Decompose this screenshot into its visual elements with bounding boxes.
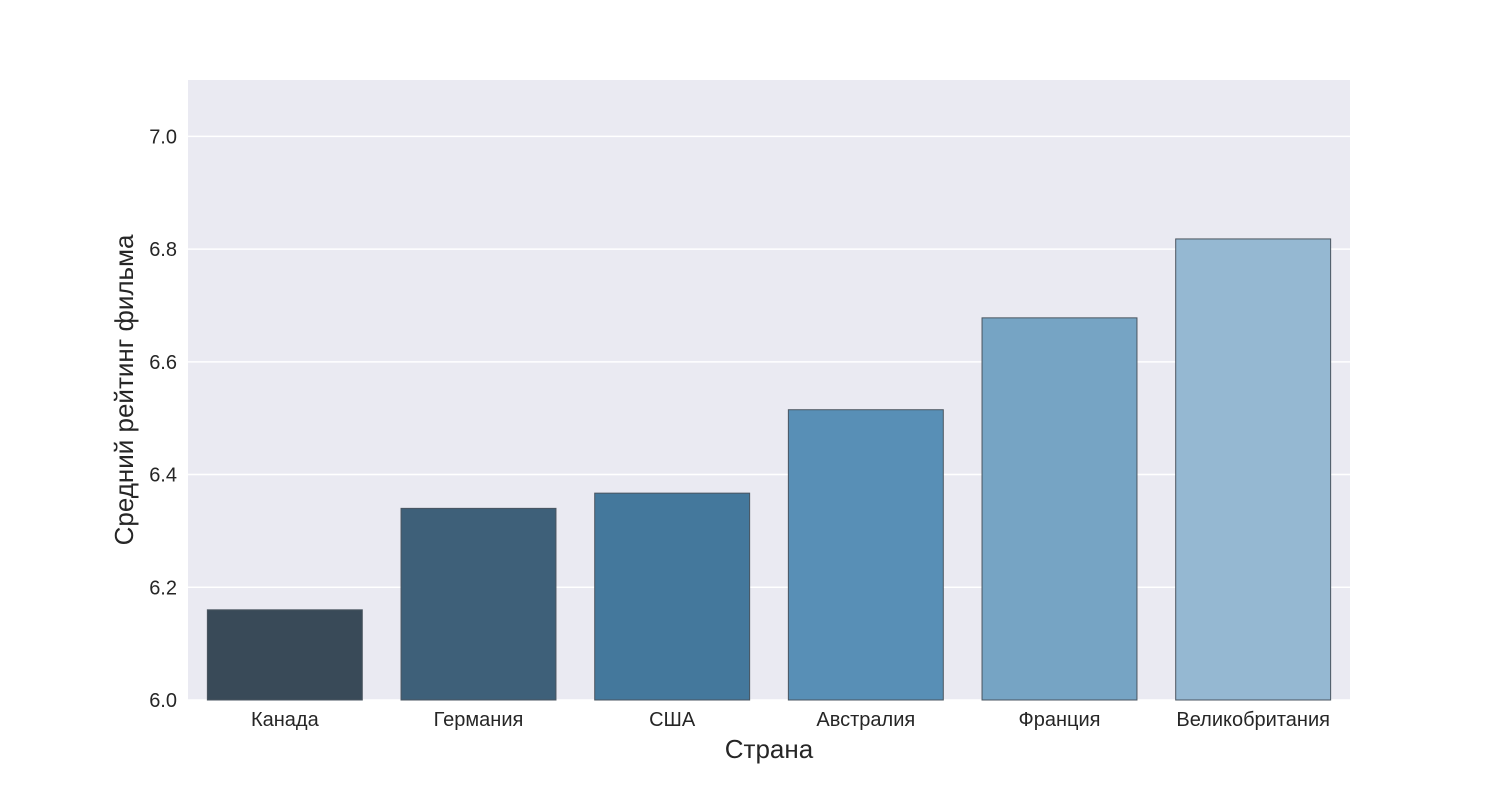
y-tick-label: 6.0	[149, 690, 177, 712]
bar-5	[981, 317, 1138, 701]
bar-3	[594, 492, 751, 701]
y-tick-label: 6.6	[149, 352, 177, 374]
bar-2	[400, 507, 557, 701]
y-tick-label: 6.4	[149, 465, 177, 487]
bar-6	[1175, 238, 1332, 701]
y-tick-label: 6.2	[149, 577, 177, 599]
plot-background	[188, 80, 1350, 700]
y-tick-label: 7.0	[149, 126, 177, 148]
y-axis-title: Средний рейтинг фильма	[109, 234, 139, 545]
x-tick-labels: Канада Германия США Австралия Франция Великоб…	[251, 709, 1330, 731]
grid-lines	[188, 135, 1350, 701]
x-axis-title: Страна	[725, 734, 814, 764]
bar-1	[206, 609, 363, 701]
x-tick-label: Франция	[1019, 709, 1101, 731]
bar-4	[787, 409, 944, 701]
bars	[206, 238, 1332, 701]
x-tick-label: США	[649, 709, 696, 731]
y-tick-labels: 6.0 6.2 6.4 6.6 6.8 7.0	[149, 126, 177, 712]
x-tick-label: Германия	[434, 709, 524, 731]
y-tick-label: 6.8	[149, 239, 177, 261]
x-tick-label: Канада	[251, 709, 320, 731]
x-tick-label: Великобритания	[1176, 709, 1330, 731]
x-tick-label: Австралия	[816, 709, 915, 731]
